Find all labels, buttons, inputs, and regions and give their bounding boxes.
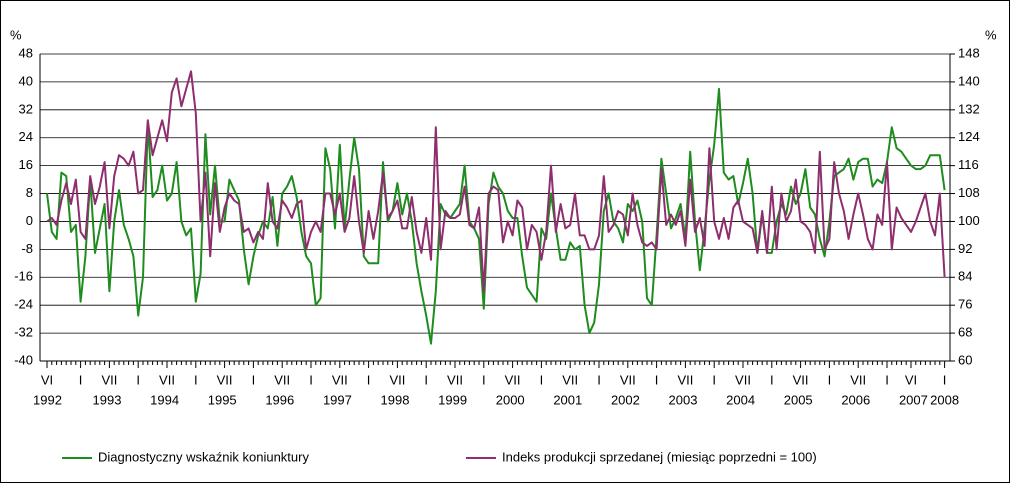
y-tick-label: 48	[19, 45, 33, 60]
year-label: 1994	[150, 392, 179, 407]
x-tick-label: VII	[332, 372, 348, 387]
y2-tick-label: 116	[958, 157, 979, 172]
year-label: 2003	[669, 392, 698, 407]
y2-tick-label: 84	[958, 269, 972, 284]
x-tick-label: VII	[101, 372, 117, 387]
y2-tick-label: 124	[958, 129, 980, 144]
year-label: 1999	[438, 392, 467, 407]
year-label: 1996	[265, 392, 294, 407]
y2-tick-label: 132	[958, 101, 980, 116]
y-axis-label: %	[10, 27, 22, 42]
x-tick-label: VI	[905, 372, 917, 387]
legend-label: Diagnostyczny wskaźnik koniunktury	[98, 449, 309, 464]
x-tick-label: VII	[447, 372, 463, 387]
x-tick-label: VII	[850, 372, 866, 387]
x-tick-label: I	[828, 372, 832, 387]
x-tick-label: I	[597, 372, 601, 387]
x-tick-label: I	[309, 372, 313, 387]
y-tick-label: -8	[21, 241, 33, 256]
x-tick-label: I	[79, 372, 83, 387]
y-tick-label: 40	[19, 73, 33, 88]
y-tick-label: 24	[19, 129, 33, 144]
y2-tick-label: 76	[958, 297, 972, 312]
y2-tick-label: 60	[958, 352, 972, 367]
y-tick-label: -32	[14, 325, 33, 340]
x-tick-label: VII	[735, 372, 751, 387]
year-label: 2004	[726, 392, 755, 407]
x-tick-label: I	[943, 372, 947, 387]
x-tick-label: VII	[620, 372, 636, 387]
x-tick-label: I	[482, 372, 486, 387]
year-label: 2002	[611, 392, 640, 407]
x-tick-label: I	[424, 372, 428, 387]
y-tick-label: -40	[14, 352, 33, 367]
x-tick-label: I	[655, 372, 659, 387]
year-label: 1995	[208, 392, 237, 407]
year-label: 1998	[381, 392, 410, 407]
legend-label: Indeks produkcji sprzedanej (miesiąc pop…	[502, 449, 817, 464]
y2-tick-label: 92	[958, 241, 972, 256]
x-tick-label: I	[136, 372, 140, 387]
year-label: 1993	[93, 392, 122, 407]
x-tick-label: VII	[274, 372, 290, 387]
y-tick-label: 8	[26, 185, 33, 200]
series-line	[46, 87, 946, 345]
y2-axis-label: %	[985, 27, 997, 42]
year-label: 2006	[841, 392, 870, 407]
y2-tick-label: 100	[958, 213, 980, 228]
x-tick-label: VII	[389, 372, 405, 387]
x-tick-label: I	[194, 372, 198, 387]
x-tick-label: I	[885, 372, 889, 387]
x-tick-label: VI	[41, 372, 53, 387]
x-tick-label: VII	[793, 372, 809, 387]
year-label: 1992	[33, 392, 62, 407]
y-tick-label: -24	[14, 297, 33, 312]
y-tick-label: 0	[26, 213, 33, 228]
x-tick-label: VII	[217, 372, 233, 387]
y2-tick-label: 140	[958, 73, 980, 88]
x-tick-label: I	[367, 372, 371, 387]
x-tick-label: VII	[677, 372, 693, 387]
y2-tick-label: 68	[958, 325, 972, 340]
x-tick-label: VII	[159, 372, 175, 387]
x-tick-label: VII	[505, 372, 521, 387]
year-label: 1997	[323, 392, 352, 407]
x-tick-label: I	[770, 372, 774, 387]
y2-tick-label: 148	[958, 45, 980, 60]
x-tick-label: I	[252, 372, 256, 387]
series-line	[46, 70, 946, 293]
year-label: 2000	[496, 392, 525, 407]
year-label: 2001	[553, 392, 582, 407]
year-label: 2008	[930, 392, 959, 407]
x-tick-label: I	[712, 372, 716, 387]
year-label: 2005	[784, 392, 813, 407]
y-tick-label: -16	[14, 269, 33, 284]
y2-tick-label: 108	[958, 185, 980, 200]
year-label: 2007	[899, 392, 928, 407]
x-tick-label: VII	[562, 372, 578, 387]
y-tick-label: 32	[19, 101, 33, 116]
x-tick-label: I	[540, 372, 544, 387]
y-tick-label: 16	[19, 157, 33, 172]
